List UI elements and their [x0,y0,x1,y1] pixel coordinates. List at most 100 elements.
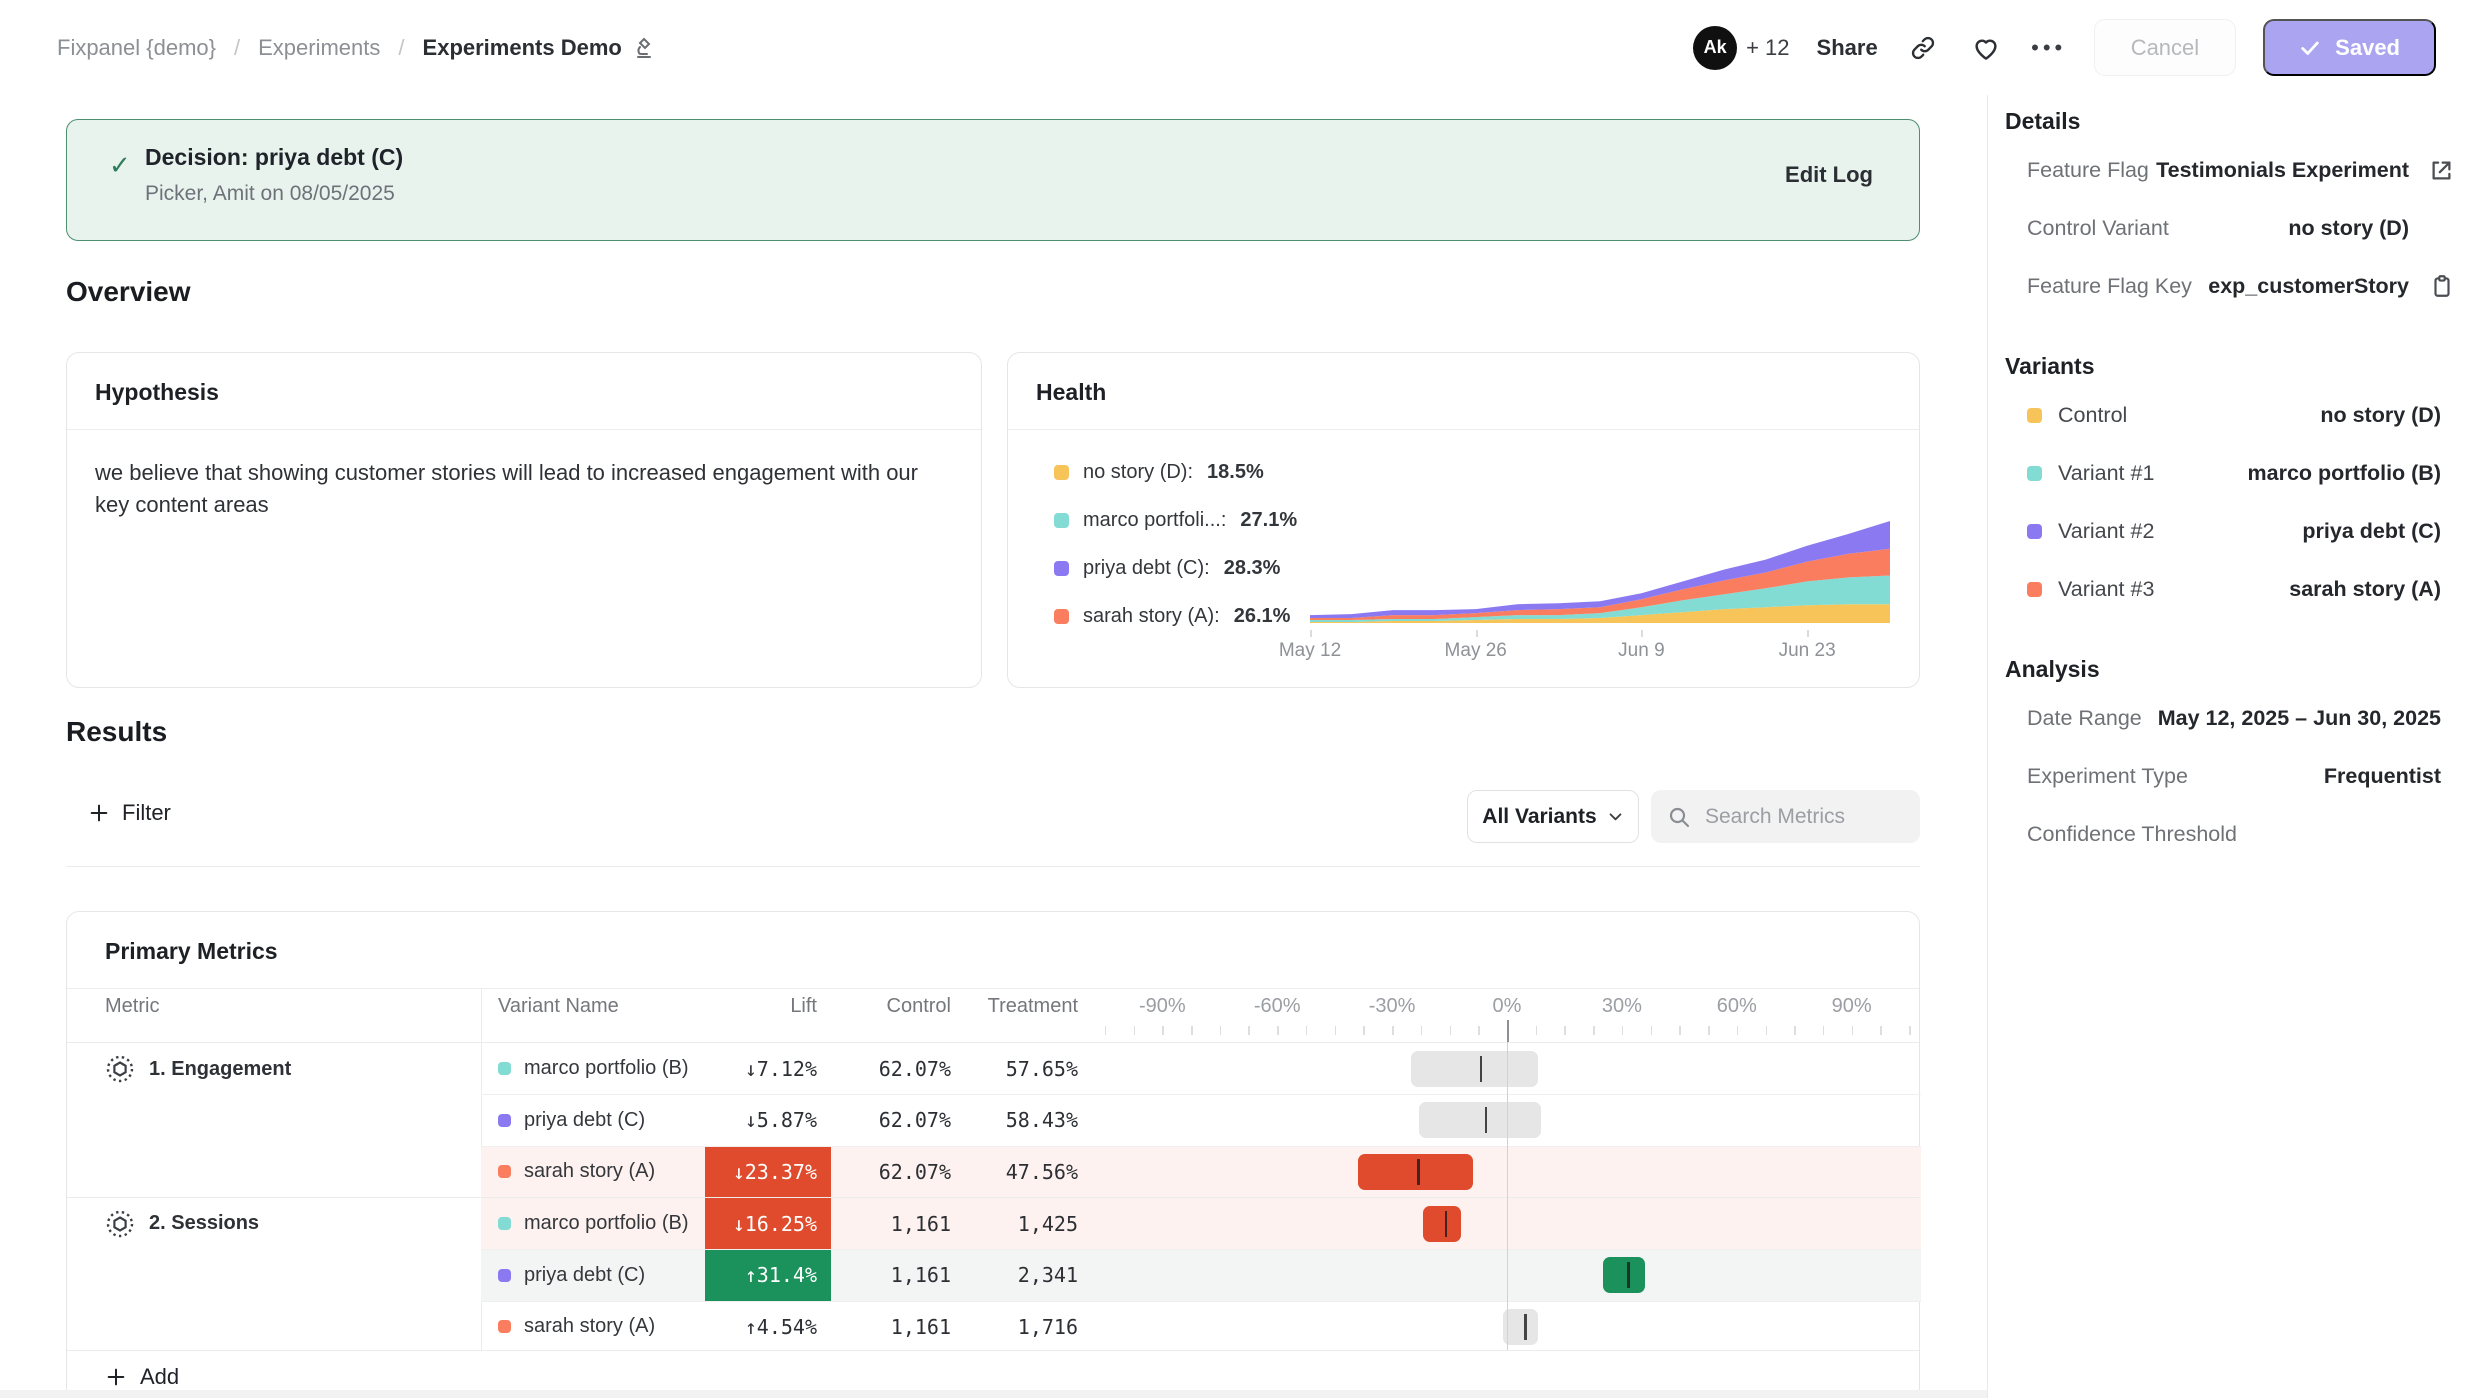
variant-row[interactable]: marco portfolio (B)↓7.12%62.07%57.65% [481,1043,1921,1094]
variant-name-cell: priya debt (C) [481,1264,705,1287]
legend-value: 28.3% [1224,557,1281,580]
health-legend-item: no story (D): 18.5% [1054,459,1297,485]
axis-tick-label: 0% [1493,995,1522,1018]
ruler-tick [1823,1026,1825,1035]
breadcrumb: Fixpanel {demo} / Experiments / Experime… [57,35,656,61]
x-axis-tick [1641,630,1643,637]
more-menu-button[interactable]: ••• [2031,30,2067,66]
saved-button[interactable]: Saved [2263,19,2436,76]
variant-name: sarah story (A) [524,1315,655,1338]
treatment-value: 1,716 [951,1315,1078,1339]
external-link-button[interactable] [2409,157,2455,184]
health-legend: no story (D): 18.5%marco portfoli...: 27… [1054,459,1297,629]
axis-tick-label: -60% [1254,995,1301,1018]
variant-slot-label: Variant #2 [2058,519,2154,544]
variant-row[interactable]: marco portfolio (B)↓16.25%1,1611,425 [481,1198,1921,1249]
primary-metrics-card: Primary Metrics Metric Variant Name Lift… [66,911,1920,1398]
zero-line [1507,1042,1508,1350]
variant-row[interactable]: sarah story (A)↓23.37%62.07%47.56% [481,1146,1921,1197]
metric-group-rows: marco portfolio (B)↓16.25%1,1611,425priy… [481,1198,1921,1352]
x-axis-label: Jun 23 [1779,640,1836,662]
health-legend-item: priya debt (C): 28.3% [1054,555,1297,581]
variant-row[interactable]: sarah story (A)↑4.54%1,1611,716 [481,1301,1921,1352]
copy-link-button[interactable] [1905,30,1941,66]
legend-swatch [1054,609,1069,624]
horizontal-scrollbar[interactable] [0,1390,1987,1398]
variant-assignment-row: Controlno story (D) [2005,386,2455,444]
variant-slot-value: marco portfolio (B) [2248,461,2456,486]
variant-swatch [498,1269,511,1282]
lift-value: ↓23.37% [705,1147,831,1197]
variant-swatch [498,1320,511,1333]
health-area-chart [1310,519,1890,629]
lift-value: ↑31.4% [705,1250,831,1300]
lift-point-marker [1627,1262,1630,1288]
control-value: 62.07% [831,1057,951,1081]
divider [1008,429,1919,430]
metric-name: 1. Engagement [105,1051,481,1087]
ruler-tick [1593,1026,1595,1035]
column-control: Control [831,995,951,1018]
analysis-label: Date Range [2027,706,2142,731]
detail-row: Control Variantno story (D) [2005,199,2455,257]
decision-title: Decision: priya debt (C) [145,144,403,171]
metric-name: 2. Sessions [105,1206,481,1242]
variant-row[interactable]: priya debt (C)↑31.4%1,1612,341 [481,1249,1921,1300]
variant-swatch [2027,408,2042,423]
check-icon [2299,37,2321,59]
ruler-tick [1737,1026,1739,1035]
column-treatment: Treatment [951,995,1078,1018]
variant-slot-label: Control [2058,403,2127,428]
analysis-heading: Analysis [2005,656,2455,683]
confidence-interval-bar [1603,1257,1645,1293]
breadcrumb-experiments[interactable]: Experiments [258,35,380,61]
ruler-tick [1335,1026,1337,1035]
column-lift: Lift [705,995,831,1018]
x-axis-label: May 12 [1279,640,1341,662]
ruler-tick [1478,1026,1480,1035]
treatment-value: 2,341 [951,1263,1078,1287]
variant-swatch [498,1217,511,1230]
variant-slot-value: priya debt (C) [2302,519,2455,544]
variant-row[interactable]: priya debt (C)↓5.87%62.07%58.43% [481,1094,1921,1145]
ruler-tick [1880,1026,1882,1035]
cancel-button[interactable]: Cancel [2094,19,2236,76]
favorite-button[interactable] [1968,30,2004,66]
axis-tick-label: -30% [1369,995,1416,1018]
metric-cell: 2. Sessions [67,1198,481,1352]
ruler-tick [1134,1026,1136,1035]
add-metric-button[interactable]: Add [105,1364,179,1390]
detail-row: Feature FlagTestimonials Experiment [2005,141,2455,199]
edit-log-button[interactable]: Edit Log [1785,162,1873,188]
search-metrics-input[interactable] [1703,804,1897,830]
lift-point-marker [1524,1314,1527,1340]
metric-group: 2. Sessionsmarco portfolio (B)↓16.25%1,1… [67,1197,1919,1352]
health-legend-item: sarah story (A): 26.1% [1054,603,1297,629]
breadcrumb-project[interactable]: Fixpanel {demo} [57,35,216,61]
top-actions: Ak + 12 Share ••• Cancel Saved [1693,19,2436,76]
ruler-tick [1564,1026,1566,1035]
lift-value: ↓16.25% [705,1198,831,1249]
legend-label: priya debt (C): [1083,557,1210,580]
variant-name-cell: marco portfolio (B) [481,1212,705,1235]
avatar[interactable]: Ak [1693,26,1737,70]
column-variant: Variant Name [481,995,705,1018]
variant-swatch [498,1114,511,1127]
top-bar: Fixpanel {demo} / Experiments / Experime… [0,0,2484,95]
variants-filter-dropdown[interactable]: All Variants [1467,790,1639,843]
ruler-tick [1536,1026,1538,1035]
x-axis-tick [1476,630,1478,637]
avatar-count[interactable]: + 12 [1746,35,1789,61]
clipboard-button[interactable] [2409,273,2455,299]
analysis-section: Date RangeMay 12, 2025 – Jun 30, 2025Exp… [2005,689,2455,863]
variant-slot-value: sarah story (A) [2289,577,2455,602]
confidence-interval-bar [1503,1309,1537,1345]
breadcrumb-separator: / [398,35,404,61]
details-section: Feature FlagTestimonials ExperimentContr… [2005,141,2455,315]
filter-button[interactable]: Filter [88,800,171,826]
variant-name: sarah story (A) [524,1160,655,1183]
treatment-value: 58.43% [951,1108,1078,1132]
share-button[interactable]: Share [1817,35,1878,61]
hypothesis-body: we believe that showing customer stories… [95,457,945,521]
metric-group-rows: marco portfolio (B)↓7.12%62.07%57.65%pri… [481,1043,1921,1197]
